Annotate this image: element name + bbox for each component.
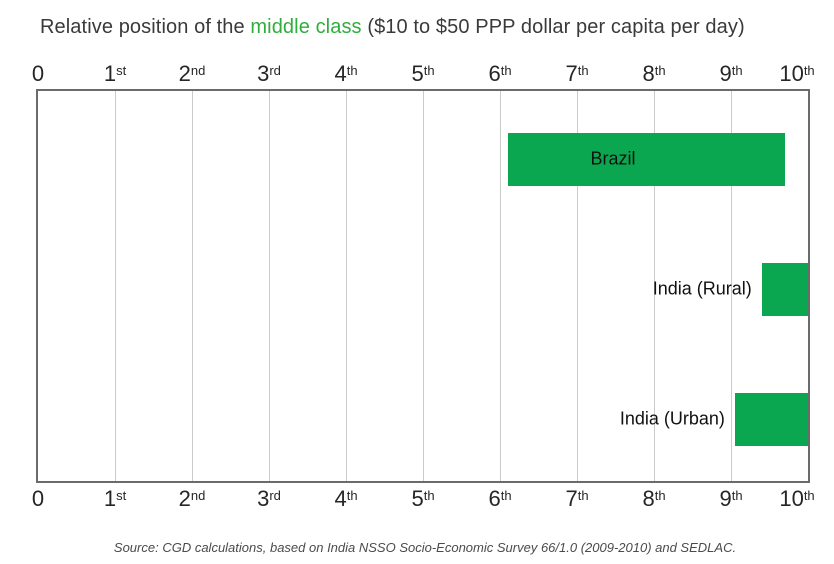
- bottom-tick-5th: 5th: [411, 486, 435, 511]
- bottom-tick-4th: 4th: [334, 486, 358, 511]
- bottom-axis: 0 1st 2nd 3rd 4th 5th 6th 7th 8th 9th 10th: [0, 485, 834, 515]
- bar-label-india-urban: India (Urban): [619, 408, 725, 429]
- top-axis: 0 1st 2nd 3rd 4th 5th 6th 7th 8th 9th 10th: [0, 56, 834, 88]
- top-tick-6th: 6th: [488, 61, 512, 86]
- chart-title-prefix: Relative position of the: [40, 16, 251, 38]
- gridline-decile-5: [422, 91, 424, 481]
- chart-title: Relative position of the middle class ($…: [40, 16, 745, 39]
- gridline-decile-7: [576, 91, 578, 481]
- bar-india-rural: [761, 262, 808, 316]
- chart-title-suffix: ($10 to $50 PPP dollar per capita per da…: [361, 16, 745, 38]
- bottom-tick-2nd: 2nd: [178, 486, 206, 511]
- gridline-decile-6: [499, 91, 501, 481]
- bar-label-india-rural: India (Rural): [652, 278, 752, 299]
- top-tick-4th: 4th: [334, 61, 358, 86]
- gridline-decile-8: [653, 91, 655, 481]
- top-tick-0: 0: [31, 61, 45, 86]
- bottom-tick-6th: 6th: [488, 486, 512, 511]
- bar-label-brazil: Brazil: [590, 148, 636, 169]
- plot-area: Brazil India (Rural) India (Urban): [36, 89, 810, 483]
- gridline-decile-9: [730, 91, 732, 481]
- top-tick-8th: 8th: [642, 61, 666, 86]
- source-note: Source: CGD calculations, based on India…: [113, 540, 737, 555]
- top-tick-9th: 9th: [719, 61, 743, 86]
- top-tick-10th: 10th: [779, 61, 815, 86]
- bottom-tick-0: 0: [31, 486, 45, 511]
- top-tick-7th: 7th: [565, 61, 589, 86]
- top-tick-2nd: 2nd: [178, 61, 206, 86]
- gridline-decile-4: [345, 91, 347, 481]
- bottom-tick-8th: 8th: [642, 486, 666, 511]
- top-tick-3rd: 3rd: [257, 61, 281, 86]
- bottom-tick-3rd: 3rd: [257, 486, 281, 511]
- gridline-decile-3: [268, 91, 270, 481]
- chart-title-highlight: middle class: [250, 16, 362, 38]
- bar-brazil: [507, 132, 785, 186]
- top-tick-5th: 5th: [411, 61, 435, 86]
- gridline-decile-2: [191, 91, 193, 481]
- bottom-tick-7th: 7th: [565, 486, 589, 511]
- bottom-tick-1st: 1st: [103, 486, 127, 511]
- bar-india-urban: [734, 392, 808, 446]
- bottom-tick-10th: 10th: [779, 486, 815, 511]
- gridline-decile-1: [114, 91, 116, 481]
- top-tick-1st: 1st: [103, 61, 127, 86]
- bottom-tick-9th: 9th: [719, 486, 743, 511]
